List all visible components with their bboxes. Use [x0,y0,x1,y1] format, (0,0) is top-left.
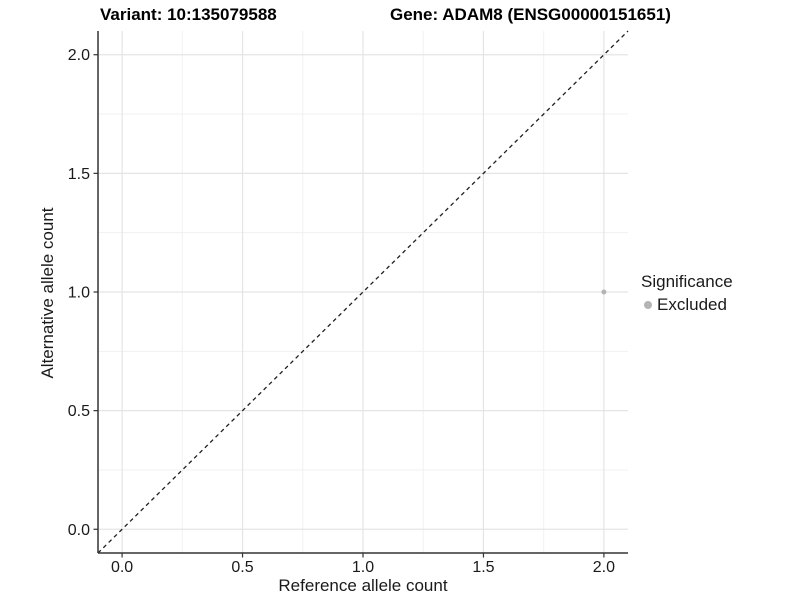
legend-items: Excluded [641,295,733,314]
x-tick-label: 2.0 [593,559,615,576]
y-tick-label: 0.0 [68,522,90,539]
legend: Significance Excluded [641,272,733,314]
y-tick-label: 1.5 [68,166,90,183]
legend-title: Significance [641,272,733,291]
variant-title: Variant: 10:135079588 [100,5,277,24]
legend-item-label: Excluded [657,295,727,314]
gene-title: Gene: ADAM8 (ENSG00000151651) [390,5,671,24]
y-tick-label: 1.0 [68,285,90,302]
legend-key-dot [644,300,652,309]
x-tick-label: 0.5 [231,559,253,576]
identity-line [97,30,629,554]
x-axis-title: Reference allele count [278,576,448,595]
data-point-excluded [601,289,607,295]
y-axis-title: Alternative allele count [38,207,57,379]
legend-item-excluded: Excluded [641,295,733,314]
x-tick-label: 1.5 [472,559,494,576]
x-tick-label: 0.0 [111,559,133,576]
y-tick-label: 0.5 [68,403,90,420]
y-tick-label: 2.0 [68,47,90,64]
x-tick-label: 1.0 [352,559,374,576]
